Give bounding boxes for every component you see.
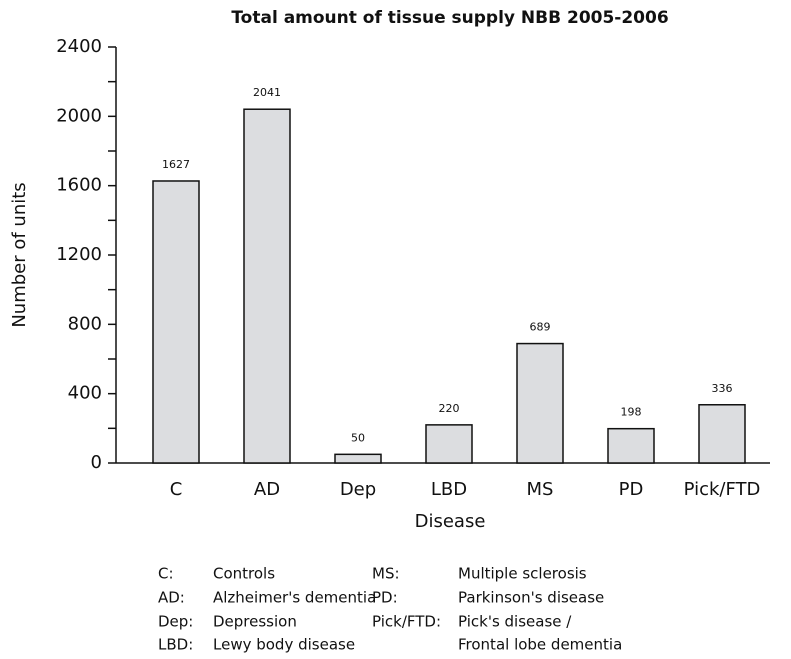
bar xyxy=(152,180,200,464)
bar xyxy=(698,404,746,464)
x-tick-label: Dep xyxy=(340,479,376,500)
note-text: Frontal lobe dementia xyxy=(458,636,622,654)
data-label: 220 xyxy=(439,402,460,415)
data-label: 2041 xyxy=(253,86,281,99)
x-tick-label: Pick/FTD xyxy=(684,479,761,500)
data-label: 50 xyxy=(351,431,365,444)
y-tick-label: 800 xyxy=(68,313,102,334)
note-abbr: PD: xyxy=(372,589,398,607)
note-text: Parkinson's disease xyxy=(458,589,604,607)
y-tick-label: 1600 xyxy=(56,175,102,196)
y-tick-label: 400 xyxy=(68,383,102,404)
note-text: Alzheimer's dementia xyxy=(213,589,376,607)
x-axis-label: Disease xyxy=(415,511,486,532)
note-text: Lewy body disease xyxy=(213,636,355,654)
x-tick-label: MS xyxy=(527,479,554,500)
note-abbr: LBD: xyxy=(158,636,193,654)
note-abbr: Dep: xyxy=(158,613,193,631)
y-axis-label: Number of units xyxy=(9,182,30,327)
data-label: 689 xyxy=(530,321,551,334)
x-tick-label: LBD xyxy=(431,479,467,500)
data-label: 1627 xyxy=(162,158,190,171)
bar xyxy=(607,427,655,464)
bar xyxy=(243,108,291,464)
note-text: Pick's disease / xyxy=(458,613,572,631)
data-label: 336 xyxy=(712,382,733,395)
note-abbr: AD: xyxy=(158,589,185,607)
y-tick-label: 1200 xyxy=(56,244,102,265)
bar xyxy=(516,342,564,464)
bar xyxy=(334,453,382,464)
note-abbr: MS: xyxy=(372,565,400,583)
y-tick-label: 2400 xyxy=(56,36,102,57)
x-tick-label: PD xyxy=(619,479,644,500)
note-text: Multiple sclerosis xyxy=(458,565,587,583)
x-tick-label: AD xyxy=(254,479,280,500)
y-tick-label: 2000 xyxy=(56,105,102,126)
bar xyxy=(425,424,473,464)
note-text: Depression xyxy=(213,613,297,631)
note-abbr: C: xyxy=(158,565,174,583)
chart-title: Total amount of tissue supply NBB 2005-2… xyxy=(231,8,668,28)
y-tick-label: 0 xyxy=(91,452,102,473)
note-text: Controls xyxy=(213,565,275,583)
data-label: 198 xyxy=(621,406,642,419)
note-abbr: Pick/FTD: xyxy=(372,613,441,631)
x-tick-label: C xyxy=(170,479,183,500)
